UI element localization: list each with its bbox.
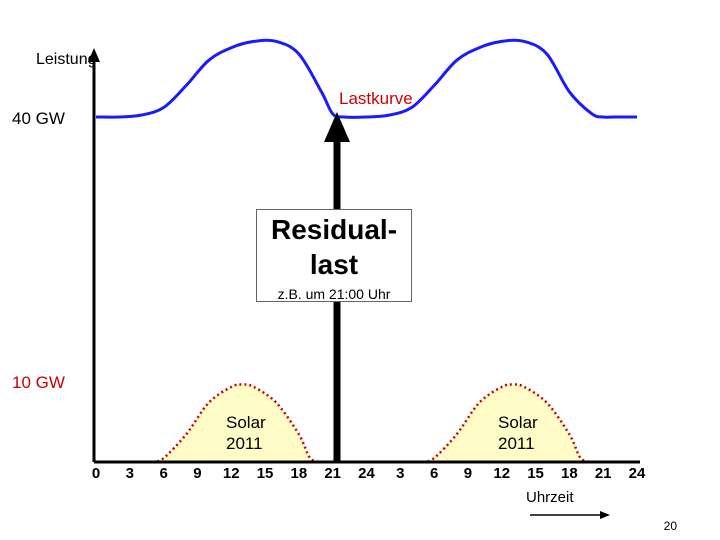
x-tick-label: 12 [493, 465, 510, 482]
x-tick-label: 6 [159, 465, 167, 482]
x-tick-label: 21 [595, 465, 612, 482]
solar-area-2 [422, 384, 592, 462]
residual-load-box: Residual- last z.B. um 21:00 Uhr [256, 209, 412, 302]
residual-title-line2: last [309, 249, 359, 280]
solar-curve-2 [422, 383, 593, 464]
solar-area-1 [152, 384, 322, 462]
x-tick-label: 12 [223, 465, 240, 482]
x-tick-label: 3 [126, 465, 134, 482]
page-number: 20 [663, 519, 677, 533]
x-tick-labels: 0 3 6 9 12 15 18 21 24 3 6 9 12 15 18 21 24 [92, 465, 646, 482]
residual-title-line1: Residual- [270, 214, 398, 245]
residual-arrowhead [324, 112, 350, 142]
solar-curve-1 [151, 383, 322, 464]
solar-label-2: Solar 2011 [498, 413, 542, 453]
x-tick-label: 6 [430, 465, 438, 482]
x-tick-label: 24 [358, 465, 375, 482]
y-marker-10gw: 10 GW [12, 373, 65, 392]
y-axis-label: Leistung [36, 51, 97, 68]
x-tick-label: 15 [527, 465, 544, 482]
load-curve-line [95, 38, 637, 119]
x-tick-label: 18 [561, 465, 578, 482]
x-axis-label: Uhrzeit [526, 489, 574, 506]
solar-label-1: Solar 2011 [226, 413, 270, 453]
x-tick-label: 9 [464, 465, 472, 482]
x-tick-label: 18 [291, 465, 308, 482]
x-tick-label: 15 [257, 465, 274, 482]
x-tick-label: 21 [324, 465, 341, 482]
y-axis-arrowhead [88, 48, 100, 62]
x-axis-direction-arrowhead [600, 511, 610, 519]
x-tick-label: 0 [92, 465, 100, 482]
x-tick-label: 24 [629, 465, 646, 482]
load-curve-label: Lastkurve [339, 89, 413, 108]
x-tick-label: 9 [193, 465, 201, 482]
solar-series [151, 383, 593, 464]
y-marker-40gw: 40 GW [12, 109, 65, 128]
x-tick-label: 3 [396, 465, 404, 482]
residual-note: z.B. um 21:00 Uhr [277, 286, 391, 302]
